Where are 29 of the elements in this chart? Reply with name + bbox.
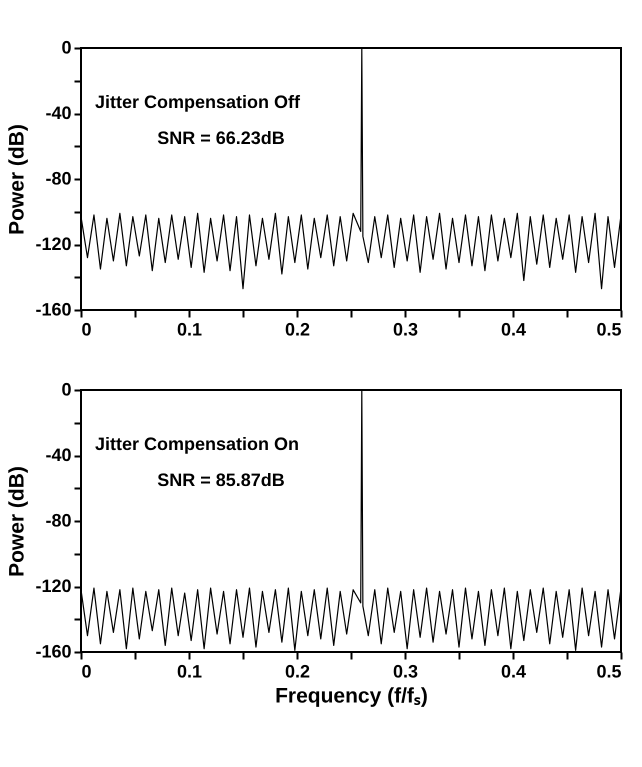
- y-tick-label: -160: [35, 642, 72, 662]
- y-tick-label: -40: [45, 103, 72, 123]
- x-tick-label: 0.4: [500, 662, 526, 682]
- y-tick-label: 0: [61, 38, 72, 58]
- annotation: Jitter Compensation On: [95, 434, 300, 454]
- y-axis-title: Power (dB): [5, 466, 28, 577]
- y-tick-label: -80: [45, 510, 72, 530]
- x-tick-label: 0.5: [596, 662, 622, 682]
- x-tick-label: 0.2: [284, 662, 310, 682]
- x-tick-label: 0: [82, 662, 92, 682]
- y-axis-title: Power (dB): [5, 124, 28, 235]
- x-tick-label: 0: [82, 320, 92, 340]
- y-tick-label: -40: [45, 445, 72, 465]
- x-tick-label: 0.4: [500, 320, 526, 340]
- y-tick-label: -160: [35, 300, 72, 320]
- x-tick-label: 0.1: [176, 320, 202, 340]
- y-tick-label: -80: [45, 168, 72, 188]
- x-axis-title: Frequency (f/fₛ): [275, 684, 428, 708]
- x-tick-label: 0.1: [176, 662, 202, 682]
- annotation: Jitter Compensation Off: [95, 92, 302, 112]
- x-tick-label: 0.2: [284, 320, 310, 340]
- x-tick-label: 0.3: [392, 320, 418, 340]
- annotation: SNR = 66.23dB: [157, 128, 285, 148]
- annotation: SNR = 85.87dB: [157, 470, 285, 490]
- y-tick-label: -120: [35, 234, 72, 254]
- x-tick-label: 0.5: [596, 320, 622, 340]
- x-tick-label: 0.3: [392, 662, 418, 682]
- y-tick-label: 0: [61, 380, 72, 400]
- y-tick-label: -120: [35, 576, 72, 596]
